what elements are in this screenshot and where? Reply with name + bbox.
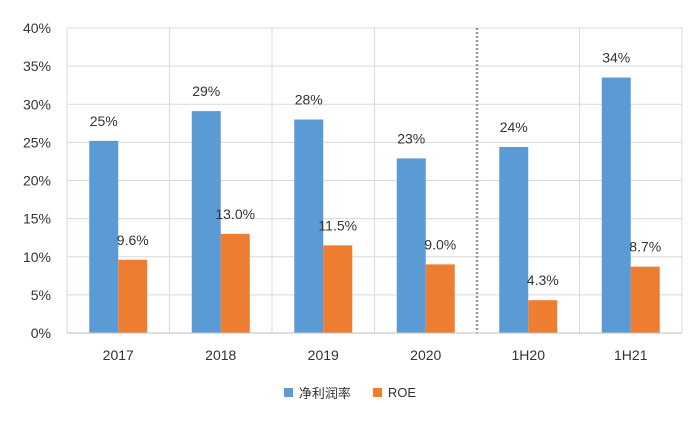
y-tick-label: 20% [23,173,51,189]
bar-net-margin [191,111,221,333]
legend-swatch-roe [372,388,382,397]
data-label-roe: 11.5% [318,217,357,233]
data-label-net-margin: 23% [397,130,425,146]
x-tick-label: 2020 [410,347,441,363]
y-tick-label: 25% [23,134,51,150]
x-tick-label: 2017 [103,347,134,363]
legend-label-net-margin: 净利润率 [298,386,351,401]
x-tick-label: 2019 [308,347,339,363]
data-label-roe: 9.6% [117,232,149,248]
bar-roe [220,233,250,333]
bar-chart-svg: 0% 5% 10% 15% 20% 25% 30% 35% 40% 25% 29% 28% 23% 24%… [23,20,683,363]
legend-item-net-margin: 净利润率 [283,383,351,402]
data-label-net-margin: 28% [295,92,323,108]
data-label-roe: 4.3% [527,272,559,288]
data-label-net-margin: 34% [602,50,630,66]
bar-roe [528,300,558,333]
bar-net-margin [499,146,529,333]
bar-roe [118,259,148,333]
data-label-net-margin: 29% [192,83,220,99]
bar-net-margin [89,140,119,333]
y-tick-label: 0% [31,325,51,341]
data-label-net-margin: 24% [500,119,528,135]
y-tick-label: 5% [31,287,51,303]
data-label-roe: 8.7% [629,239,661,255]
x-tick-label: 2018 [205,347,236,363]
y-tick-label: 40% [23,20,51,36]
legend-swatch-net-margin [283,388,293,397]
bar-roe [323,245,353,333]
bar-net-margin [294,119,324,333]
data-label-net-margin: 25% [90,113,118,129]
legend-item-roe: ROE [372,383,417,402]
data-label-roe: 13.0% [215,206,255,222]
bar-net-margin [396,158,426,333]
bar-roe [425,264,455,333]
legend-label-roe: ROE [387,385,417,400]
bar-roe [630,266,660,333]
bar-net-margin [601,77,631,333]
y-tick-label: 10% [23,249,51,265]
legend: 净利润率 ROE [0,383,700,402]
y-tick-label: 15% [23,211,51,227]
data-label-roe: 9.0% [424,236,456,252]
x-tick-label: 1H20 [512,347,546,363]
y-tick-label: 35% [23,58,51,74]
y-tick-label: 30% [23,96,51,112]
x-tick-label: 1H21 [614,347,648,363]
